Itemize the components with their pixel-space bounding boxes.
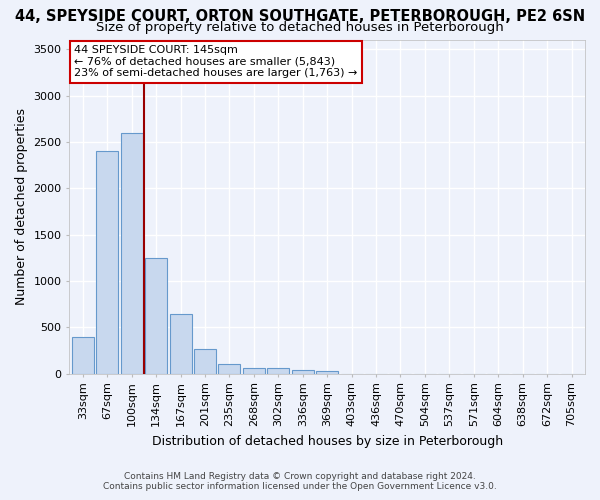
Text: Size of property relative to detached houses in Peterborough: Size of property relative to detached ho…	[96, 22, 504, 35]
Bar	[243, 368, 265, 374]
Bar	[267, 368, 289, 374]
X-axis label: Distribution of detached houses by size in Peterborough: Distribution of detached houses by size …	[152, 434, 503, 448]
Bar	[121, 132, 143, 374]
Bar	[218, 364, 241, 374]
Bar	[96, 151, 118, 374]
Bar	[170, 314, 191, 374]
Text: Contains HM Land Registry data © Crown copyright and database right 2024.
Contai: Contains HM Land Registry data © Crown c…	[103, 472, 497, 491]
Bar	[292, 370, 314, 374]
Bar	[72, 338, 94, 374]
Text: 44 SPEYSIDE COURT: 145sqm
← 76% of detached houses are smaller (5,843)
23% of se: 44 SPEYSIDE COURT: 145sqm ← 76% of detac…	[74, 45, 358, 78]
Y-axis label: Number of detached properties: Number of detached properties	[15, 108, 28, 306]
Text: 44, SPEYSIDE COURT, ORTON SOUTHGATE, PETERBOROUGH, PE2 6SN: 44, SPEYSIDE COURT, ORTON SOUTHGATE, PET…	[15, 9, 585, 24]
Bar	[316, 371, 338, 374]
Bar	[145, 258, 167, 374]
Bar	[194, 350, 216, 374]
